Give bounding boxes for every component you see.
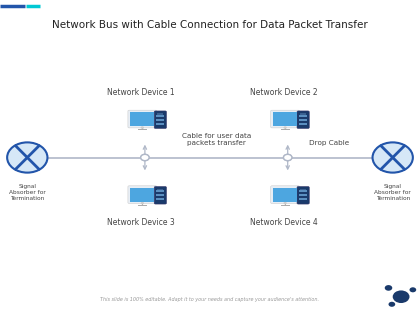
FancyBboxPatch shape <box>131 112 154 126</box>
Text: Network Device 4: Network Device 4 <box>249 218 318 226</box>
FancyBboxPatch shape <box>157 191 164 192</box>
Circle shape <box>7 142 47 173</box>
Text: Network Device 2: Network Device 2 <box>249 89 318 97</box>
Circle shape <box>393 290 410 303</box>
Circle shape <box>410 287 416 292</box>
FancyBboxPatch shape <box>271 110 299 128</box>
FancyBboxPatch shape <box>273 188 297 202</box>
FancyBboxPatch shape <box>157 119 164 121</box>
Circle shape <box>284 154 292 161</box>
FancyBboxPatch shape <box>128 110 157 128</box>
Circle shape <box>373 142 413 173</box>
FancyBboxPatch shape <box>157 115 164 117</box>
Circle shape <box>141 202 144 204</box>
FancyBboxPatch shape <box>158 189 163 190</box>
FancyBboxPatch shape <box>271 186 299 203</box>
FancyBboxPatch shape <box>299 194 307 196</box>
FancyBboxPatch shape <box>300 189 306 190</box>
Text: Drop Cable: Drop Cable <box>309 140 349 146</box>
FancyBboxPatch shape <box>157 198 164 200</box>
Circle shape <box>141 154 149 161</box>
FancyBboxPatch shape <box>158 113 163 115</box>
FancyBboxPatch shape <box>299 198 307 200</box>
Circle shape <box>388 302 395 307</box>
FancyBboxPatch shape <box>297 186 309 204</box>
FancyBboxPatch shape <box>299 115 307 117</box>
Circle shape <box>141 126 144 129</box>
FancyBboxPatch shape <box>154 186 166 204</box>
Circle shape <box>141 154 149 161</box>
FancyBboxPatch shape <box>300 113 306 115</box>
Circle shape <box>284 154 292 161</box>
Text: Signal
Absorber for
Termination: Signal Absorber for Termination <box>9 184 46 201</box>
Text: Signal
Absorber for
Termination: Signal Absorber for Termination <box>374 184 411 201</box>
Circle shape <box>284 202 287 204</box>
FancyBboxPatch shape <box>157 194 164 196</box>
Text: This slide is 100% editable. Adapt it to your needs and capture your audience's : This slide is 100% editable. Adapt it to… <box>100 297 320 302</box>
FancyBboxPatch shape <box>128 186 157 203</box>
FancyBboxPatch shape <box>154 111 166 129</box>
Text: Network Device 3: Network Device 3 <box>107 218 175 226</box>
Circle shape <box>385 285 392 291</box>
Text: Cable for user data
packets transfer: Cable for user data packets transfer <box>182 133 251 146</box>
FancyBboxPatch shape <box>299 191 307 192</box>
Text: Network Device 1: Network Device 1 <box>107 89 175 97</box>
FancyBboxPatch shape <box>297 111 309 129</box>
Text: Network Bus with Cable Connection for Data Packet Transfer: Network Bus with Cable Connection for Da… <box>52 20 368 31</box>
FancyBboxPatch shape <box>273 112 297 126</box>
FancyBboxPatch shape <box>299 123 307 125</box>
FancyBboxPatch shape <box>131 188 154 202</box>
FancyBboxPatch shape <box>299 119 307 121</box>
FancyBboxPatch shape <box>157 123 164 125</box>
Circle shape <box>284 126 287 129</box>
